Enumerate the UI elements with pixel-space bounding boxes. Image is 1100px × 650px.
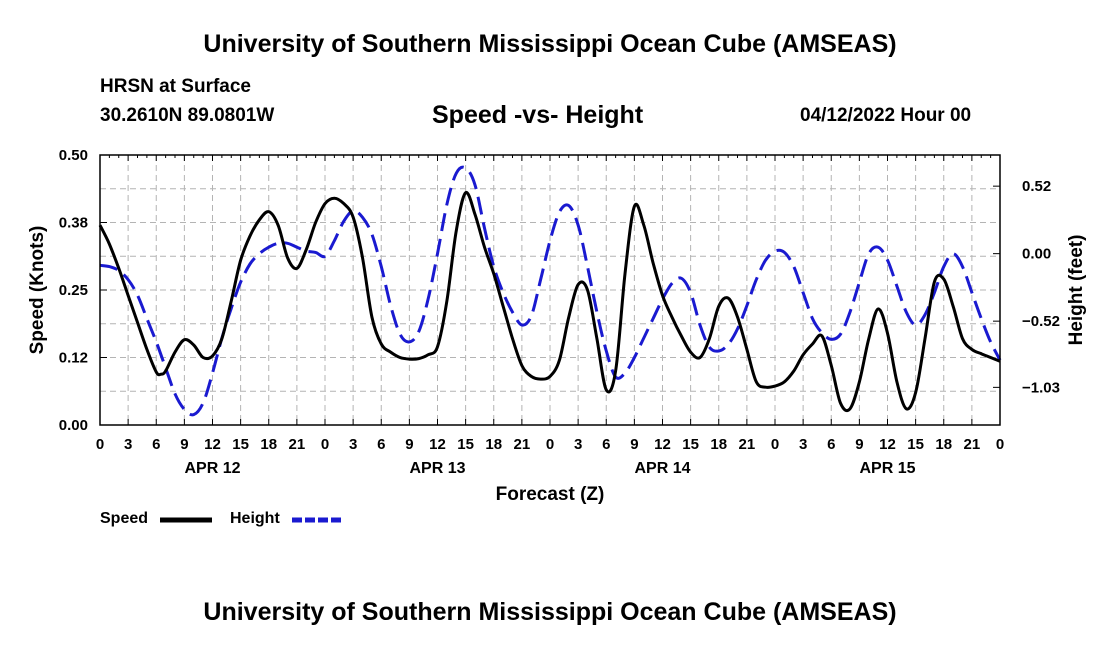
station-name: HRSN at Surface <box>100 76 251 97</box>
y2-tick-label: 0.00 <box>1022 246 1051 263</box>
y-tick-label: 0.00 <box>59 417 88 434</box>
x-tick-label: 15 <box>682 436 699 453</box>
chart-title: Speed -vs- Height <box>432 101 644 129</box>
x-tick-label: 9 <box>180 436 188 453</box>
speed-series-line <box>98 191 1001 413</box>
y-tick-label: 0.25 <box>59 282 88 299</box>
y2-tick-label: −1.03 <box>1022 379 1060 396</box>
y-tick-label: 0.38 <box>59 215 88 232</box>
legend-height-label: Height <box>230 510 280 527</box>
x-axis-title: Forecast (Z) <box>496 484 605 505</box>
x-tick-label: 15 <box>457 436 474 453</box>
x-tick-label: 0 <box>996 436 1004 453</box>
x-tick-label: 18 <box>935 436 952 453</box>
x-tick-label: 9 <box>405 436 413 453</box>
x-tick-label: 0 <box>546 436 554 453</box>
date-label: APR 13 <box>409 460 465 477</box>
station-coordinates: 30.2610N 89.0801W <box>100 105 275 126</box>
legend-speed-label: Speed <box>100 510 149 527</box>
x-tick-label: 15 <box>232 436 249 453</box>
x-tick-label: 12 <box>204 436 221 453</box>
x-tick-label: 6 <box>377 436 385 453</box>
x-tick-label: 15 <box>907 436 924 453</box>
x-tick-label: 18 <box>260 436 277 453</box>
x-tick-label: 6 <box>152 436 160 453</box>
y-axis-title: Speed (Knots) <box>27 226 48 355</box>
x-tick-label: 3 <box>799 436 807 453</box>
axes: 0 3 6 9 12 15 18 21 0 3 6 9 12 15 18 21 0 3 6 9 12 15 18 21 0 3 6 9… <box>59 147 1060 477</box>
x-tick-label: 12 <box>879 436 896 453</box>
x-tick-label: 3 <box>124 436 132 453</box>
series-lines <box>98 165 1002 417</box>
x-tick-label: 21 <box>514 436 531 453</box>
x-tick-label: 0 <box>96 436 104 453</box>
x-tick-label: 6 <box>602 436 610 453</box>
x-tick-label: 21 <box>289 436 306 453</box>
date-label: APR 12 <box>184 460 240 477</box>
x-tick-label: 3 <box>349 436 357 453</box>
x-tick-label: 21 <box>964 436 981 453</box>
forecast-run-time: 04/12/2022 Hour 00 <box>800 105 972 126</box>
x-tick-label: 0 <box>321 436 329 453</box>
y-tick-label: 0.50 <box>59 147 88 164</box>
x-tick-label: 6 <box>827 436 835 453</box>
y-tick-label: 0.12 <box>59 350 88 367</box>
date-label: APR 14 <box>634 460 690 477</box>
x-tick-label: 18 <box>485 436 502 453</box>
x-tick-label: 12 <box>429 436 446 453</box>
x-tick-label: 0 <box>771 436 779 453</box>
y2-axis-title: Height (feet) <box>1066 235 1087 346</box>
x-tick-label: 21 <box>739 436 756 453</box>
height-series-line <box>99 165 1002 417</box>
y2-tick-label: −0.52 <box>1022 313 1060 330</box>
date-label: APR 15 <box>859 460 915 477</box>
x-tick-label: 9 <box>630 436 638 453</box>
x-tick-label: 18 <box>710 436 727 453</box>
footer-title: University of Southern Mississippi Ocean… <box>203 598 897 626</box>
x-tick-label: 3 <box>574 436 582 453</box>
x-tick-label: 12 <box>654 436 671 453</box>
main-title: University of Southern Mississippi Ocean… <box>203 30 897 58</box>
x-tick-label: 9 <box>855 436 863 453</box>
y2-tick-label: 0.52 <box>1022 178 1051 195</box>
